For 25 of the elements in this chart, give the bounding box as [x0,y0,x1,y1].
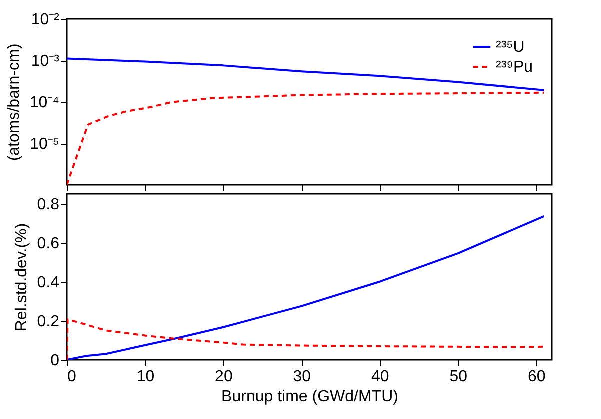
y-tick-label: 0.8 [37,196,60,214]
line-series [67,215,546,360]
x-tick-label: 0 [68,368,76,386]
y-tick-label: 10⁻² [31,12,60,28]
y-tick-label: 10⁻⁴ [30,94,60,112]
legend-label: ²³⁹Pu [496,59,534,76]
legend-label: ²³⁵U [496,39,525,56]
x-tick-label: 30 [293,368,312,386]
line-series [67,318,546,360]
line-series [67,92,546,185]
y-tick-label: 0.6 [37,235,60,252]
line-series [67,58,546,92]
y-tick-label: 10⁻⁵ [30,136,60,153]
x-tick-label: 50 [450,368,468,386]
y-tick-label: 0.2 [37,313,60,330]
y-axis-title: Rel.std.dev.(%) [13,223,30,332]
x-tick-label: 60 [528,368,546,386]
x-tick-label: 10 [136,368,155,386]
y-tick-label: 10⁻³ [31,53,60,70]
x-tick-label: 40 [372,368,390,386]
y-tick-label: 0.4 [37,274,60,292]
y-axis-title: (atoms/barn-cm) [6,44,23,162]
x-tick-label: 20 [215,368,233,386]
y-tick-label: 0 [50,352,60,370]
x-axis-title: Burnup time (GWd/MTU) [222,388,398,406]
